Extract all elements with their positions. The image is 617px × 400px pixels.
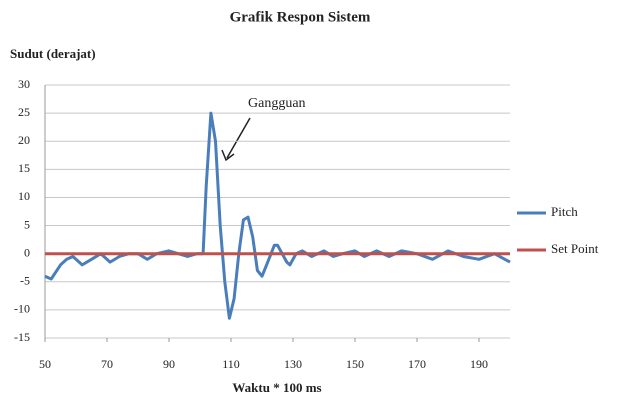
y-tick-label: 5 (24, 217, 30, 231)
x-tick-label: 90 (163, 357, 175, 371)
x-tick-label: 110 (222, 357, 240, 371)
annotation-arrow (226, 117, 251, 159)
x-tick-label: 50 (39, 357, 51, 371)
chart-title: Grafik Respon Sistem (230, 9, 371, 25)
annotation: Gangguan (248, 96, 306, 111)
x-tick-label: 150 (346, 357, 364, 371)
x-tick-label: 70 (101, 357, 113, 371)
series-line (44, 111, 511, 320)
y-tick-label: 20 (18, 133, 30, 147)
y-tick-label: -10 (14, 302, 30, 316)
y-tick-label: -15 (14, 330, 30, 344)
y-tick-label: 25 (18, 105, 30, 119)
y-axis-label: Sudut (derajat) (10, 46, 96, 61)
y-tick-label: 0 (24, 245, 30, 259)
arrow-head (221, 149, 235, 162)
x-tick-label: 170 (408, 357, 426, 371)
legend-label: Set Point (551, 241, 599, 256)
y-tick-label: 10 (18, 189, 30, 203)
x-tick-label: 130 (284, 357, 302, 371)
y-tick-label: -5 (20, 274, 30, 288)
legend-label: Pitch (551, 204, 578, 219)
y-tick-label: 15 (18, 161, 30, 175)
x-tick-label: 190 (470, 357, 488, 371)
y-tick-label: 30 (18, 77, 30, 91)
x-axis-label: Waktu * 100 ms (232, 380, 321, 395)
